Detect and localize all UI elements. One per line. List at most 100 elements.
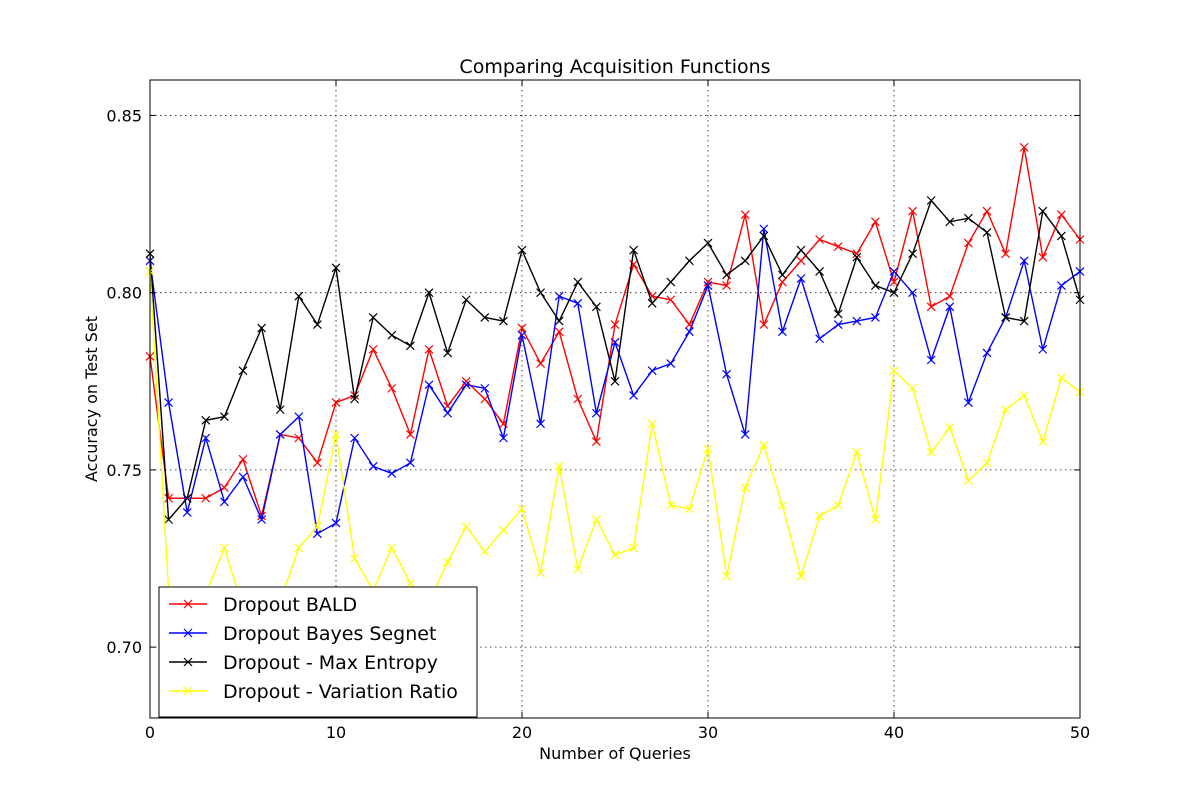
data-point-marker — [629, 245, 639, 255]
data-point-marker — [777, 500, 787, 510]
data-point-marker — [461, 522, 471, 532]
data-point-marker — [684, 320, 694, 329]
data-point-marker — [480, 313, 490, 322]
data-point-marker — [498, 316, 508, 326]
data-point-marker — [238, 454, 248, 464]
data-point-marker — [945, 291, 955, 301]
data-point-marker — [201, 415, 211, 425]
data-point-marker — [405, 430, 415, 439]
data-point-marker — [759, 320, 769, 329]
data-point-marker — [982, 458, 992, 468]
data-point-marker — [610, 337, 620, 347]
legend-entry: Dropout - Max Entropy — [169, 652, 438, 674]
ticks: 0 10 20 30 40 50 0.70 0.75 0.80 0.85 — [106, 80, 1090, 742]
data-point-marker — [740, 210, 750, 220]
data-point-marker — [554, 291, 564, 301]
data-point-marker — [815, 334, 825, 344]
data-point-marker — [312, 320, 322, 329]
series-dropout-bayes-segnet — [145, 224, 1085, 539]
data-point-marker — [852, 316, 862, 326]
data-point-marker — [1019, 256, 1029, 266]
data-point-marker — [852, 249, 862, 259]
data-point-marker — [461, 295, 471, 305]
data-point-marker — [461, 380, 471, 390]
data-point-marker — [852, 252, 862, 262]
data-point-marker — [480, 546, 490, 556]
data-point-marker — [684, 327, 694, 337]
data-point-marker — [1001, 313, 1011, 322]
data-point-marker — [201, 433, 211, 443]
data-point-marker — [889, 366, 899, 376]
data-point-marker — [182, 507, 192, 517]
x-tick-label: 0 — [145, 723, 155, 742]
x-tick-label: 20 — [512, 723, 532, 742]
data-point-marker — [1019, 391, 1029, 400]
data-point-marker — [852, 447, 862, 457]
x-tick-label: 50 — [1070, 723, 1090, 742]
data-point-marker — [591, 302, 601, 312]
data-point-marker — [591, 515, 601, 524]
data-point-marker — [350, 394, 360, 404]
data-point-marker — [963, 213, 973, 223]
data-point-marker — [722, 270, 732, 280]
legend-label: Dropout Bayes Segnet — [223, 623, 436, 645]
data-point-marker — [591, 437, 601, 446]
data-point-marker — [387, 543, 397, 553]
data-point-marker — [684, 256, 694, 266]
data-point-marker — [591, 408, 601, 418]
data-point-marker — [1019, 316, 1029, 326]
data-point-marker — [554, 327, 564, 337]
x-tick-label: 40 — [884, 723, 904, 742]
data-point-marker — [573, 277, 583, 287]
series-dropout-bald — [145, 142, 1085, 521]
series-layer — [145, 142, 1085, 624]
data-point-marker — [443, 557, 453, 567]
data-point-marker — [424, 380, 434, 390]
data-point-marker — [387, 330, 397, 340]
y-tick-label: 0.85 — [106, 106, 142, 125]
series-dropout-variation-ratio — [145, 266, 1085, 624]
x-tick-label: 30 — [698, 723, 718, 742]
data-point-marker — [945, 422, 955, 432]
data-point-marker — [870, 515, 880, 524]
data-point-marker — [722, 369, 732, 379]
data-point-marker — [517, 504, 527, 514]
data-point-marker — [684, 504, 694, 514]
data-point-marker — [610, 376, 620, 386]
data-point-marker — [1019, 142, 1029, 152]
data-point-marker — [312, 458, 322, 468]
data-point-marker — [219, 543, 229, 553]
data-point-marker — [443, 408, 453, 418]
legend-marker — [183, 599, 193, 609]
data-point-marker — [722, 281, 732, 291]
x-axis-label: Number of Queries — [539, 744, 691, 763]
data-point-marker — [219, 412, 229, 422]
y-tick-label: 0.70 — [106, 638, 142, 657]
legend-marker — [183, 657, 193, 667]
data-point-marker — [926, 447, 936, 457]
data-point-marker — [833, 242, 843, 252]
data-point-marker — [1056, 281, 1066, 291]
data-point-marker — [963, 476, 973, 485]
data-point-marker — [703, 277, 713, 287]
data-point-marker — [833, 500, 843, 510]
data-point-marker — [573, 298, 583, 308]
data-point-marker — [536, 359, 546, 368]
data-point-marker — [703, 444, 713, 454]
data-point-marker — [554, 316, 564, 326]
data-point-marker — [740, 430, 750, 439]
data-point-marker — [722, 571, 732, 581]
data-point-marker — [926, 355, 936, 365]
legend-marker — [183, 686, 193, 696]
data-point-marker — [331, 430, 341, 439]
data-point-marker — [1056, 373, 1066, 383]
data-point-marker — [517, 245, 527, 255]
data-point-marker — [1001, 249, 1011, 259]
data-point-marker — [796, 571, 806, 581]
data-point-marker — [312, 529, 322, 539]
data-point-marker — [387, 469, 397, 478]
data-point-marker — [870, 217, 880, 227]
data-point-marker — [666, 500, 676, 510]
data-point-marker — [573, 394, 583, 404]
data-point-marker — [1038, 206, 1048, 216]
